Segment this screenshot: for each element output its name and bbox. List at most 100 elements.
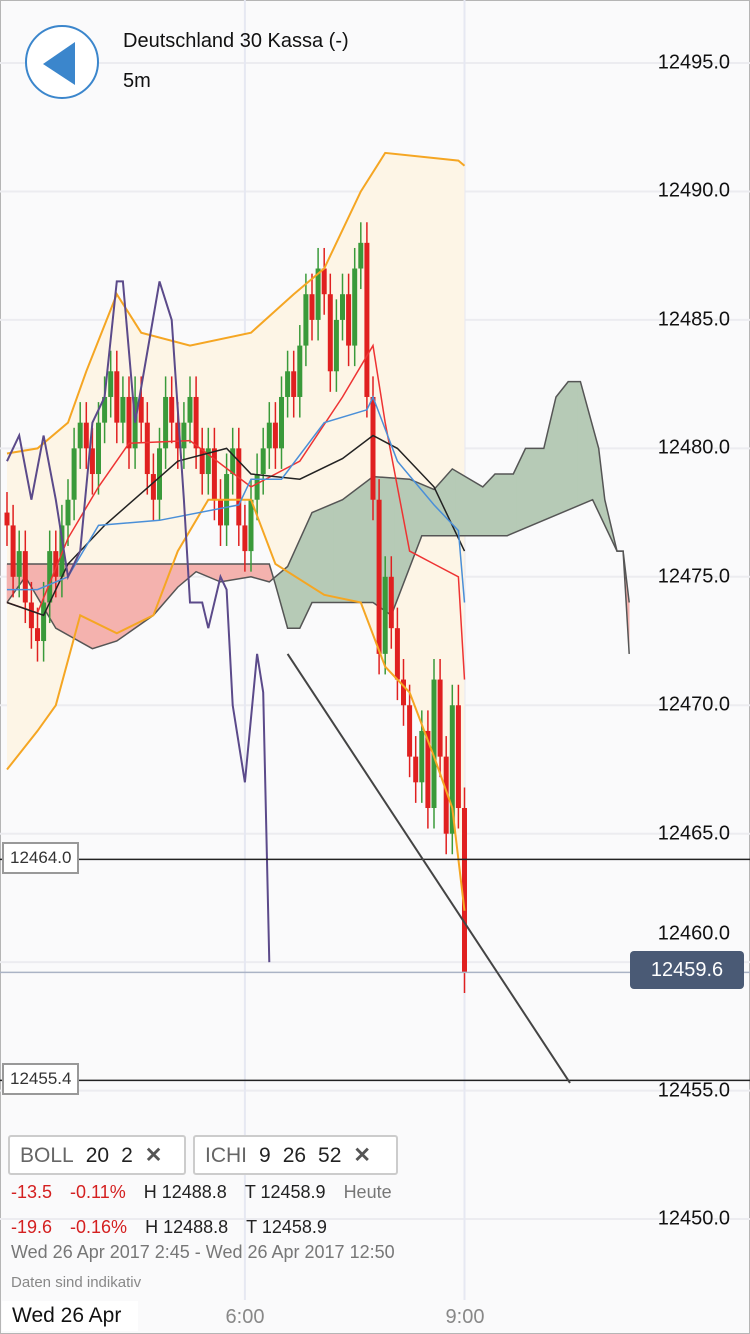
cloud-bullish bbox=[467, 477, 471, 536]
cloud-bullish bbox=[570, 381, 575, 510]
cloud-bullish bbox=[488, 476, 493, 536]
cloud-bearish bbox=[131, 563, 136, 631]
candle-body bbox=[22, 551, 28, 603]
candle-body bbox=[248, 499, 254, 552]
cloud-bullish bbox=[561, 384, 566, 514]
candle-body bbox=[315, 268, 321, 320]
hline-label-1[interactable]: 12464.0 bbox=[2, 842, 80, 874]
cloud-bullish bbox=[494, 473, 499, 536]
cloud-bullish bbox=[302, 525, 307, 622]
ichimoku-span-b bbox=[7, 498, 630, 629]
cloud-bullish bbox=[589, 414, 593, 502]
cloud-bullish bbox=[293, 546, 298, 629]
candle-body bbox=[138, 396, 144, 423]
cloud-bullish bbox=[534, 448, 539, 525]
indicator-name: ICHI bbox=[205, 1144, 247, 1167]
indicator-param: 26 bbox=[282, 1144, 307, 1167]
cloud-bullish bbox=[406, 478, 410, 576]
cloud-bullish bbox=[549, 409, 554, 519]
candle-body bbox=[437, 679, 443, 757]
cloud-bullish bbox=[458, 471, 462, 536]
candle-body bbox=[321, 268, 327, 295]
candle-body bbox=[303, 294, 309, 346]
instrument-title: Deutschland 30 Kassa (-) bbox=[123, 30, 349, 52]
candle-body bbox=[266, 422, 272, 449]
cloud-bullish bbox=[430, 487, 435, 536]
last-price-badge: 12459.6 bbox=[630, 951, 744, 989]
cloud-bearish bbox=[265, 563, 270, 583]
cloud-bullish bbox=[564, 380, 569, 512]
indicator-chip-boll[interactable]: BOLL 20 2 ✕ bbox=[8, 1135, 186, 1175]
cloud-bullish bbox=[506, 473, 511, 537]
cloud-bullish bbox=[580, 381, 584, 506]
candle-body bbox=[382, 576, 388, 654]
candle-body bbox=[401, 679, 406, 706]
cloud-bearish bbox=[150, 563, 154, 619]
cloud-bullish bbox=[503, 473, 508, 536]
candle-body bbox=[462, 808, 467, 973]
y-tick-label: 12490.0 bbox=[657, 179, 730, 202]
close-icon[interactable]: ✕ bbox=[353, 1144, 372, 1167]
cloud-bullish bbox=[558, 388, 563, 515]
cloud-bullish bbox=[519, 454, 523, 532]
cloud-bullish bbox=[573, 381, 578, 508]
candle-body bbox=[352, 268, 358, 346]
back-button[interactable] bbox=[25, 25, 99, 99]
candle-body bbox=[449, 705, 455, 834]
candle-body bbox=[65, 499, 71, 526]
cloud-bullish bbox=[339, 499, 343, 603]
cloud-bearish bbox=[104, 563, 108, 646]
cloud-bullish bbox=[531, 448, 535, 526]
cloud-bearish bbox=[98, 563, 102, 648]
indicator-param: 2 bbox=[121, 1144, 133, 1167]
candle-body bbox=[193, 396, 199, 449]
cloud-bullish bbox=[537, 448, 542, 524]
cloud-bearish bbox=[226, 563, 230, 582]
trend-line bbox=[286, 653, 571, 1084]
candle-body bbox=[413, 756, 419, 783]
cloud-bullish bbox=[305, 519, 310, 616]
cloud-bullish bbox=[583, 392, 587, 505]
cloud-bearish bbox=[253, 563, 258, 579]
cloud-bearish bbox=[70, 563, 75, 639]
close-icon[interactable]: ✕ bbox=[144, 1144, 163, 1167]
cloud-bullish bbox=[394, 477, 398, 608]
interval-label[interactable]: 5m bbox=[123, 70, 151, 92]
candle-body bbox=[455, 705, 461, 809]
cloud-bearish bbox=[214, 563, 218, 582]
cloud-bearish bbox=[208, 563, 212, 579]
candle-body bbox=[388, 576, 394, 629]
change-percent: -0.11% bbox=[70, 1182, 126, 1202]
cloud-bullish bbox=[424, 485, 429, 536]
cloud-bullish bbox=[586, 403, 590, 503]
period-label: Heute bbox=[343, 1182, 392, 1202]
indicator-param: 52 bbox=[318, 1144, 342, 1167]
indicator-chip-ichi[interactable]: ICHI 9 26 52 ✕ bbox=[193, 1135, 398, 1175]
cloud-bullish bbox=[357, 485, 362, 603]
candle-body bbox=[53, 551, 59, 577]
candle-body bbox=[279, 396, 284, 449]
x-tick-label: 9:00 bbox=[445, 1306, 485, 1328]
cloud-bullish bbox=[290, 552, 295, 629]
change-value: -19.6 bbox=[11, 1217, 53, 1237]
candle-body bbox=[272, 422, 278, 449]
candle-body bbox=[419, 730, 425, 783]
bollinger-middle bbox=[6, 343, 466, 680]
candle-body bbox=[346, 294, 352, 346]
cloud-bullish bbox=[522, 448, 526, 530]
cloud-bearish bbox=[119, 563, 124, 640]
cloud-bullish bbox=[516, 461, 520, 533]
cloud-bearish bbox=[229, 563, 233, 581]
high-value: H 12488.8 bbox=[143, 1182, 227, 1202]
cloud-bullish bbox=[546, 422, 551, 520]
cloud-bearish bbox=[95, 563, 99, 649]
cloud-bullish bbox=[528, 448, 532, 528]
cloud-bullish bbox=[455, 470, 459, 536]
cloud-bullish bbox=[412, 480, 417, 560]
cloud-bullish bbox=[473, 480, 478, 536]
x-tick-label: 6:00 bbox=[225, 1306, 265, 1328]
cloud-bearish bbox=[235, 563, 240, 580]
hline-label-2[interactable]: 12455.4 bbox=[2, 1063, 80, 1095]
candle-body bbox=[28, 602, 34, 629]
